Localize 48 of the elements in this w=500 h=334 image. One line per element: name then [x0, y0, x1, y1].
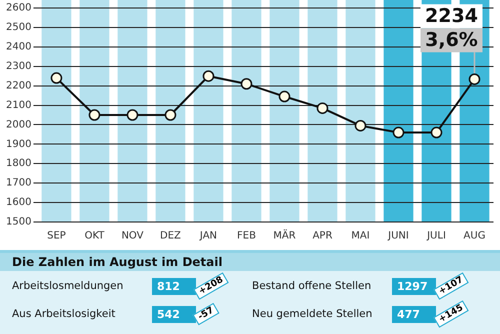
point: [354, 120, 366, 132]
y-tick-label: 1800: [6, 158, 32, 170]
x-tick-label: JAN: [198, 230, 218, 242]
point: [240, 78, 252, 90]
x-tick-label: DEZ: [160, 230, 182, 242]
y-tick-label: 1500: [6, 216, 32, 228]
text: 542: [152, 306, 196, 322]
data-label: 2234: [425, 5, 478, 28]
text: Die Zahlen im August im Detail: [0, 253, 500, 271]
point: [50, 72, 62, 84]
text: 812: [152, 278, 196, 294]
y-tick-label: 2500: [6, 22, 32, 34]
x-tick-label: FEB: [237, 230, 256, 242]
text: 477: [392, 306, 436, 322]
x-tick-label: JUNI: [387, 230, 409, 242]
text: Neu gemeldete Stellen: [252, 308, 374, 320]
x-tick-label: MAI: [351, 230, 370, 242]
y-tick-label: 1900: [6, 138, 32, 150]
annotation: 3,6%: [425, 29, 478, 52]
text: Arbeitslosmeldungen: [12, 280, 124, 292]
y-tick-label: 2000: [6, 119, 32, 130]
x-tick-label: NOV: [121, 230, 144, 242]
text: 1297: [392, 278, 436, 294]
point: [392, 126, 404, 138]
y-tick-label: 2300: [6, 60, 32, 72]
point: [88, 109, 100, 121]
x-tick-label: MÄR: [273, 228, 296, 242]
point: [164, 109, 176, 121]
y-tick-label: 2400: [6, 42, 32, 53]
text: Aus Arbeitslosigkeit: [12, 308, 116, 320]
y-tick-label: 1600: [6, 197, 32, 208]
point: [468, 73, 480, 85]
point: [126, 109, 138, 121]
y-tick-label: 2100: [6, 100, 32, 111]
x-tick-label: JULI: [426, 230, 446, 242]
text: Bestand offene Stellen: [252, 280, 372, 292]
x-tick-label: AUG: [464, 230, 486, 242]
y-tick-label: 1700: [6, 178, 32, 189]
x-tick-label: OKT: [84, 230, 106, 242]
text: -57: [192, 302, 220, 326]
x-tick-label: SEP: [47, 230, 66, 242]
point: [430, 126, 442, 138]
point: [278, 90, 290, 102]
y-tick-label: 2600: [6, 2, 32, 14]
point: [202, 70, 214, 82]
x-tick-label: APR: [312, 230, 332, 242]
y-tick-label: 2200: [6, 80, 32, 92]
point: [316, 102, 328, 114]
